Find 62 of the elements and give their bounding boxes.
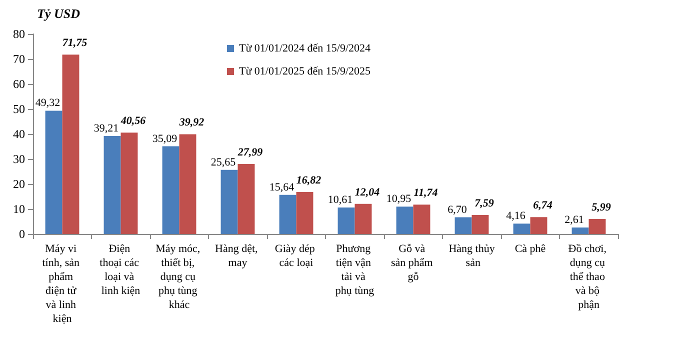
y-tick-label: 80 — [13, 27, 25, 41]
x-tick-label: Hàng thủy sản — [448, 243, 496, 269]
bar — [472, 215, 489, 234]
data-label: 11,74 — [414, 187, 438, 200]
bar — [354, 204, 372, 234]
bar — [588, 219, 606, 234]
data-label: 39,92 — [178, 116, 205, 129]
bar — [279, 194, 296, 234]
y-tick-label: 20 — [13, 177, 25, 191]
bar — [238, 164, 255, 234]
data-label: 10,95 — [386, 193, 412, 206]
data-label: 10,61 — [328, 194, 353, 206]
data-label: 27,99 — [236, 146, 264, 159]
x-tick-label: Gỗ và sản phẩm gỗ — [390, 243, 436, 283]
x-tick-label: Phương tiện vận tải và phụ tùng — [335, 243, 375, 297]
bar — [62, 54, 80, 234]
x-tick-label: Máy móc, thiết bị, dụng cụ phụ tùng khác — [156, 243, 203, 311]
data-label: 15,64 — [269, 181, 295, 194]
data-label: 6,74 — [533, 200, 553, 212]
data-label: 7,59 — [474, 198, 494, 210]
data-label: 40,56 — [120, 115, 146, 128]
y-tick-label: 60 — [13, 77, 25, 91]
data-label: 49,32 — [35, 97, 60, 110]
data-label: 5,99 — [592, 202, 612, 214]
bar — [338, 207, 355, 234]
data-label: 4,16 — [506, 210, 526, 222]
y-axis-title: Tỷ USD — [37, 6, 81, 21]
y-tick-label: 10 — [13, 202, 25, 216]
x-tick-label: Máy vi tính, sản phẩm điện tử và linh kiện — [42, 243, 82, 325]
bar — [162, 146, 180, 234]
y-tick-label: 70 — [13, 52, 25, 66]
data-label: 35,09 — [152, 132, 178, 145]
data-label: 39,21 — [94, 122, 119, 134]
bar — [45, 110, 62, 234]
bar — [296, 192, 314, 234]
x-tick-label: Điện thoại các loại và linh kiện — [100, 243, 142, 297]
y-tick-label: 0 — [19, 227, 25, 241]
bar — [530, 217, 548, 234]
data-label: 2,61 — [564, 214, 584, 226]
data-label: 16,82 — [296, 174, 322, 186]
y-tick-label: 50 — [13, 102, 25, 116]
bar — [513, 224, 530, 234]
x-tick-label: Hàng dệt, may — [214, 243, 261, 269]
y-tick-label: 30 — [13, 152, 25, 166]
data-label: 6,70 — [448, 204, 468, 216]
legend-label: Từ 01/01/2025 đến 15/9/2025 — [239, 66, 372, 78]
x-tick-label: Cà phê — [514, 243, 546, 255]
bar — [454, 217, 472, 234]
y-tick-label: 40 — [13, 127, 25, 141]
x-tick-label: Giày dép các loại — [274, 243, 318, 269]
bar — [120, 132, 138, 234]
data-label: 25,65 — [210, 156, 236, 168]
bar — [179, 134, 196, 234]
data-label: 71,75 — [62, 37, 88, 50]
bar — [104, 136, 121, 234]
bar — [572, 227, 589, 234]
x-tick-label: Đồ chơi, dụng cụ thể thao và bộ phận — [568, 243, 610, 311]
bar — [220, 170, 238, 234]
legend-label: Từ 01/01/2024 đến 15/9/2024 — [239, 42, 372, 54]
bar — [413, 204, 430, 234]
bar — [396, 206, 414, 234]
data-label: 12,04 — [354, 186, 380, 198]
